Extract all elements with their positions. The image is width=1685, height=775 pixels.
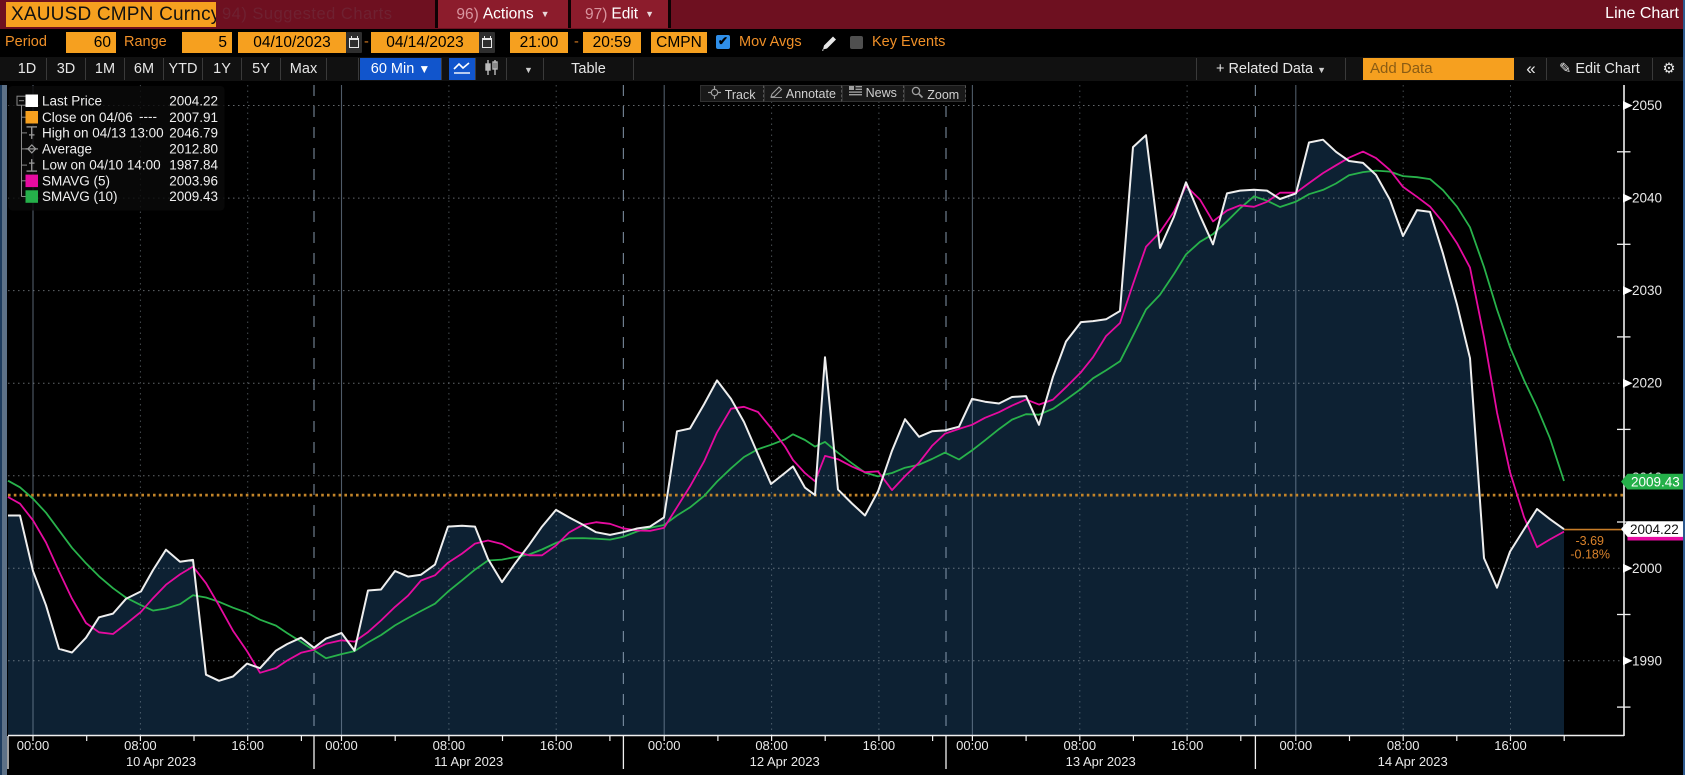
svg-text:1987.84: 1987.84	[169, 158, 218, 173]
svg-text:00:00: 00:00	[325, 738, 358, 753]
svg-text:10 Apr 2023: 10 Apr 2023	[126, 754, 196, 769]
svg-text:16:00: 16:00	[1171, 738, 1204, 753]
svg-text:2009.43: 2009.43	[169, 189, 218, 204]
svg-text:2020: 2020	[1632, 376, 1662, 391]
svg-text:08:00: 08:00	[1064, 738, 1097, 753]
svg-text:2004.22: 2004.22	[1630, 522, 1679, 537]
svg-text:1990: 1990	[1632, 653, 1662, 668]
svg-text:2004.22: 2004.22	[169, 93, 218, 108]
svg-text:Last Price: Last Price	[42, 93, 102, 108]
svg-text:2030: 2030	[1632, 283, 1662, 298]
svg-text:12 Apr 2023: 12 Apr 2023	[750, 754, 820, 769]
svg-text:13 Apr 2023: 13 Apr 2023	[1066, 754, 1136, 769]
svg-text:16:00: 16:00	[863, 738, 896, 753]
svg-text:SMAVG (5): SMAVG (5)	[42, 173, 110, 188]
svg-text:2012.80: 2012.80	[169, 142, 218, 157]
svg-text:Average: Average	[42, 142, 92, 157]
svg-text:16:00: 16:00	[231, 738, 264, 753]
svg-text:14 Apr 2023: 14 Apr 2023	[1378, 754, 1448, 769]
svg-text:2009.43: 2009.43	[1631, 474, 1680, 489]
svg-text:2046.79: 2046.79	[169, 126, 218, 141]
svg-text:2000: 2000	[1632, 561, 1662, 576]
svg-text:2007.91: 2007.91	[169, 110, 218, 125]
svg-text:SMAVG (10): SMAVG (10)	[42, 189, 118, 204]
svg-text:16:00: 16:00	[540, 738, 573, 753]
svg-text:16:00: 16:00	[1494, 738, 1527, 753]
svg-text:08:00: 08:00	[433, 738, 466, 753]
svg-text:08:00: 08:00	[755, 738, 788, 753]
svg-text:2003.96: 2003.96	[169, 173, 218, 188]
svg-text:-0.18%: -0.18%	[1570, 548, 1610, 562]
svg-text:Low on 04/10 14:00: Low on 04/10 14:00	[42, 158, 161, 173]
svg-text:High on 04/13 13:00: High on 04/13 13:00	[42, 126, 164, 141]
svg-text:00:00: 00:00	[17, 738, 50, 753]
svg-text:08:00: 08:00	[1387, 738, 1420, 753]
svg-text:Close on 04/06: Close on 04/06	[42, 110, 133, 125]
svg-text:11 Apr 2023: 11 Apr 2023	[434, 754, 503, 769]
svg-text:2050: 2050	[1632, 98, 1662, 113]
svg-text:2040: 2040	[1632, 191, 1662, 206]
svg-text:00:00: 00:00	[1280, 738, 1313, 753]
svg-text:----: ----	[139, 109, 157, 124]
svg-text:00:00: 00:00	[956, 738, 989, 753]
svg-text:00:00: 00:00	[648, 738, 681, 753]
svg-text:-3.69: -3.69	[1576, 534, 1605, 548]
svg-text:08:00: 08:00	[124, 738, 157, 753]
